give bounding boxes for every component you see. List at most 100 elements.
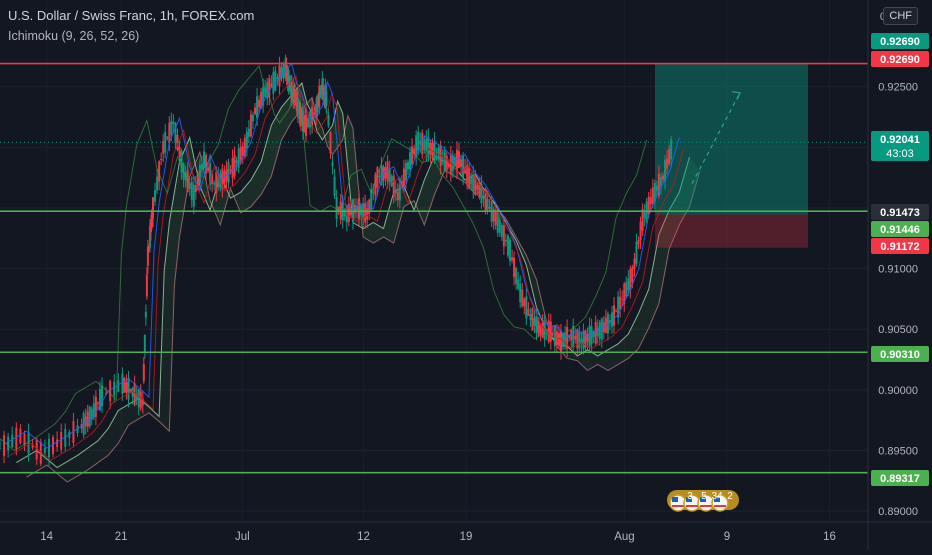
candle-body — [196, 172, 199, 190]
candle-body — [84, 416, 87, 427]
candle-body — [90, 408, 93, 420]
candle-body — [98, 389, 101, 411]
candle-body — [286, 70, 289, 83]
candle-body — [335, 197, 338, 219]
candle-body — [287, 70, 290, 92]
candle-body — [270, 83, 273, 88]
candle-body — [435, 151, 438, 153]
candle-body — [331, 162, 334, 167]
long-position-tool[interactable] — [0, 63, 868, 248]
currency-badge[interactable]: CHF — [883, 7, 918, 25]
candle-body — [343, 209, 346, 217]
candle-body — [142, 364, 145, 382]
candle-body — [86, 411, 89, 427]
candle-body — [474, 175, 477, 195]
candle-body — [480, 183, 483, 204]
x-tick-label: Jul — [235, 531, 250, 543]
candle-body — [551, 332, 554, 335]
candle-body — [560, 331, 562, 352]
candle-body — [88, 406, 91, 427]
candle-body — [237, 148, 240, 168]
candle-body — [615, 310, 618, 312]
candle-body — [239, 146, 242, 163]
candle-body — [327, 115, 330, 126]
candle-body — [498, 219, 501, 233]
candle-body — [629, 268, 632, 291]
candle-body — [390, 176, 393, 187]
price-tag-label: 0.91446 — [880, 224, 920, 236]
candle-body — [221, 168, 224, 190]
candle-body — [578, 332, 581, 349]
candle-body — [150, 210, 153, 226]
candle-body — [429, 142, 432, 155]
candle-body — [606, 313, 609, 334]
candle-body — [472, 173, 475, 191]
price-tag-label: 0.89317 — [880, 473, 920, 485]
indicator-legend[interactable]: Ichimoku (9, 26, 52, 26) — [8, 29, 140, 43]
time-axis[interactable]: 14 21 Jul 12 19 Aug 9 16 — [0, 521, 932, 543]
candle-body — [502, 225, 505, 247]
candle-body — [213, 182, 216, 185]
candle-body — [653, 182, 656, 202]
candle-body — [288, 84, 291, 86]
candle-body — [317, 100, 320, 102]
flag-stripe — [714, 505, 726, 507]
x-tick-label: 14 — [40, 531, 53, 543]
events-widget[interactable]: 3 5 34 2 — [667, 490, 739, 512]
price-tag — [871, 51, 929, 67]
candle-body — [423, 139, 426, 150]
candle-body — [570, 330, 573, 341]
candle-body — [547, 320, 550, 342]
candle-body — [659, 176, 662, 186]
candle-body — [127, 378, 130, 400]
candle-body — [533, 317, 536, 326]
candle-body — [557, 332, 560, 346]
candle-body — [251, 115, 254, 122]
candle-body — [146, 246, 149, 266]
price-tags: 0.92690 0.92690 0.92041 43:03 0.91473 0.91446… — [871, 33, 929, 486]
candle-body — [396, 191, 399, 201]
price-tag-label: 0.92041 — [880, 134, 920, 146]
candle-body — [215, 171, 218, 194]
candle-body — [217, 175, 220, 188]
candle-body — [664, 159, 667, 182]
candle-body — [176, 134, 179, 151]
candle-body — [211, 173, 214, 184]
candle-body — [670, 139, 673, 160]
candle-body — [47, 438, 50, 458]
candle-body — [160, 158, 163, 160]
candle-body — [162, 140, 165, 154]
candle-body — [301, 109, 304, 132]
candle-body — [229, 169, 232, 171]
candle-body — [386, 161, 389, 182]
candle-body — [31, 444, 34, 448]
candle-body — [35, 439, 38, 460]
candle-body — [258, 99, 261, 108]
event-count: 5 — [701, 491, 707, 502]
candle-body — [7, 436, 10, 450]
candle-body — [351, 199, 354, 222]
candle-body — [492, 209, 495, 222]
chikou-span — [0, 64, 648, 452]
candle-body — [541, 321, 544, 338]
candle-body — [188, 183, 191, 189]
price-axis[interactable]: 0.925000.920000.915000.910000.905000.900… — [867, 0, 918, 550]
candle-body — [388, 168, 391, 184]
candle-body — [364, 202, 367, 223]
candle-body — [233, 154, 236, 177]
candle-body — [305, 114, 307, 137]
candle-body — [205, 154, 208, 174]
horizontal-levels[interactable] — [0, 62, 868, 474]
candle-body — [409, 152, 412, 170]
price-tag — [871, 346, 929, 362]
candle-body — [149, 222, 152, 233]
candle-body — [613, 305, 616, 326]
candle-body — [651, 187, 654, 205]
candle-body — [380, 164, 383, 186]
candle-body — [464, 167, 467, 174]
candle-body — [272, 72, 275, 94]
candle-body — [407, 161, 409, 170]
candle-body — [117, 380, 120, 393]
